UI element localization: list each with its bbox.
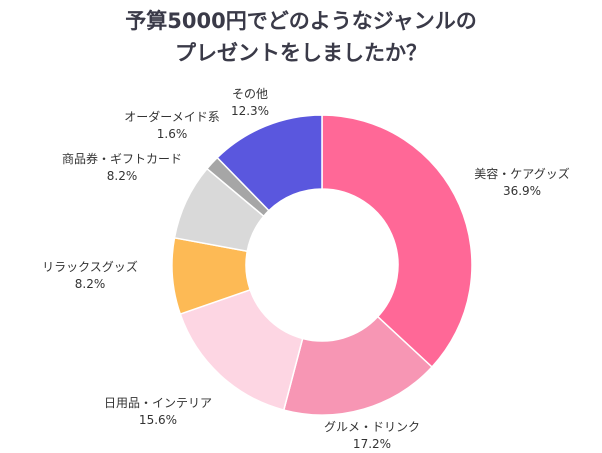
slice-label-name: 日用品・インテリア (103, 396, 213, 410)
chart-title-line-2: プレゼントをしましたか？ (175, 41, 427, 65)
slice-label-value: 1.6% (156, 127, 188, 141)
slice-label: 商品券・ギフトカード 8.2% (62, 151, 182, 185)
slice-label-name: 商品券・ギフトカード (61, 152, 183, 166)
slice-label-value: 8.2% (106, 169, 138, 183)
slice-label: リラックスグッズ 8.2% (42, 259, 138, 293)
slice-6 (216, 114, 323, 212)
slice-label-value: 8.2% (74, 277, 106, 291)
slice-label: 日用品・インテリア 15.6% (104, 395, 212, 429)
slice-label-name: リラックスグッズ (42, 260, 138, 274)
slice-label-value: 36.9% (502, 184, 542, 198)
slice-label: その他 12.3% (231, 86, 269, 120)
slice-label-value: 17.2% (352, 437, 392, 451)
slice-label-value: 12.3% (230, 104, 270, 118)
slice-label: 美容・ケアグッズ 36.9% (474, 166, 569, 200)
slice-label: グルメ・ドリンク 17.2% (324, 419, 420, 453)
slice-0 (321, 114, 473, 369)
slice-label-name: グルメ・ドリンク (323, 420, 421, 434)
slice-label-name: その他 (231, 87, 268, 101)
slice-label-value: 15.6% (138, 413, 178, 427)
slice-label-name: オーダーメイド系 (124, 110, 220, 124)
slice-label-name: 美容・ケアグッズ (474, 167, 570, 181)
slice-label: オーダーメイド系 1.6% (124, 109, 220, 143)
chart-title-line-1: 予算5000円でどのようなジャンルの (125, 9, 477, 33)
